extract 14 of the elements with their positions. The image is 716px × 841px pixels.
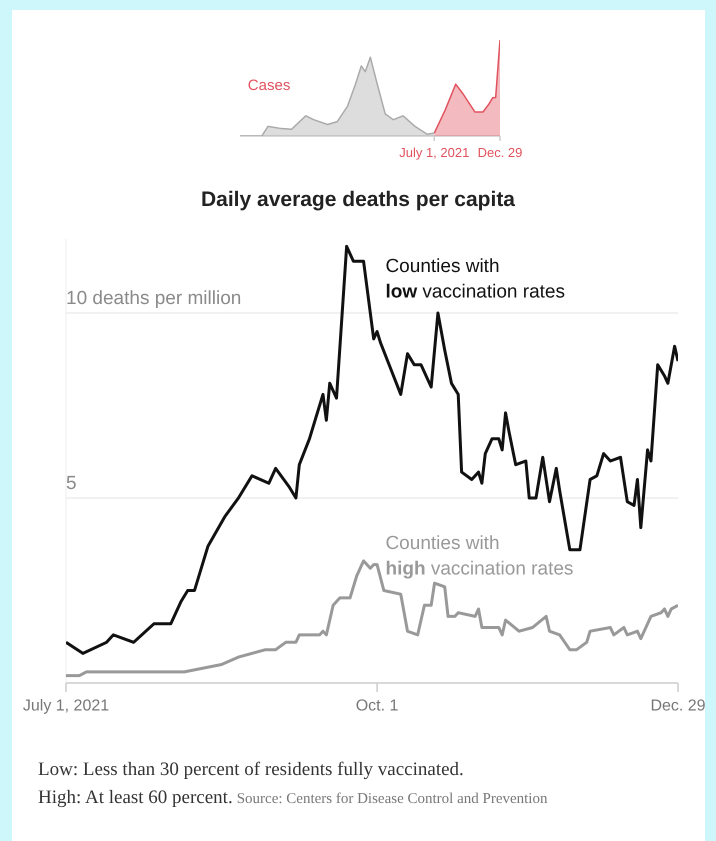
source-note: Source: Centers for Disease Control and Prevention bbox=[236, 791, 548, 807]
text: Low: Less than 30 percent of residents fully vaccinated. bbox=[38, 759, 464, 780]
x-tick-label: Oct. 1 bbox=[356, 697, 399, 714]
series-label: Counties with low vaccination rates bbox=[385, 256, 565, 303]
text: High: At least 60 percent. bbox=[38, 787, 233, 808]
x-tick-label: Dec. 29 bbox=[650, 697, 706, 714]
y-tick-label: 5 bbox=[66, 473, 77, 494]
series-label: Counties with high vaccination rates bbox=[385, 533, 574, 580]
x-tick-label: July 1, 2021 bbox=[22, 697, 110, 714]
y-tick-label: 10 deaths per million bbox=[66, 288, 242, 309]
x-tick-label: Dec. 29 bbox=[478, 145, 522, 160]
x-tick-label: July 1, 2021 bbox=[399, 145, 470, 160]
chart-title: Daily average deaths per capita bbox=[200, 188, 516, 212]
text: Cases bbox=[248, 77, 290, 94]
